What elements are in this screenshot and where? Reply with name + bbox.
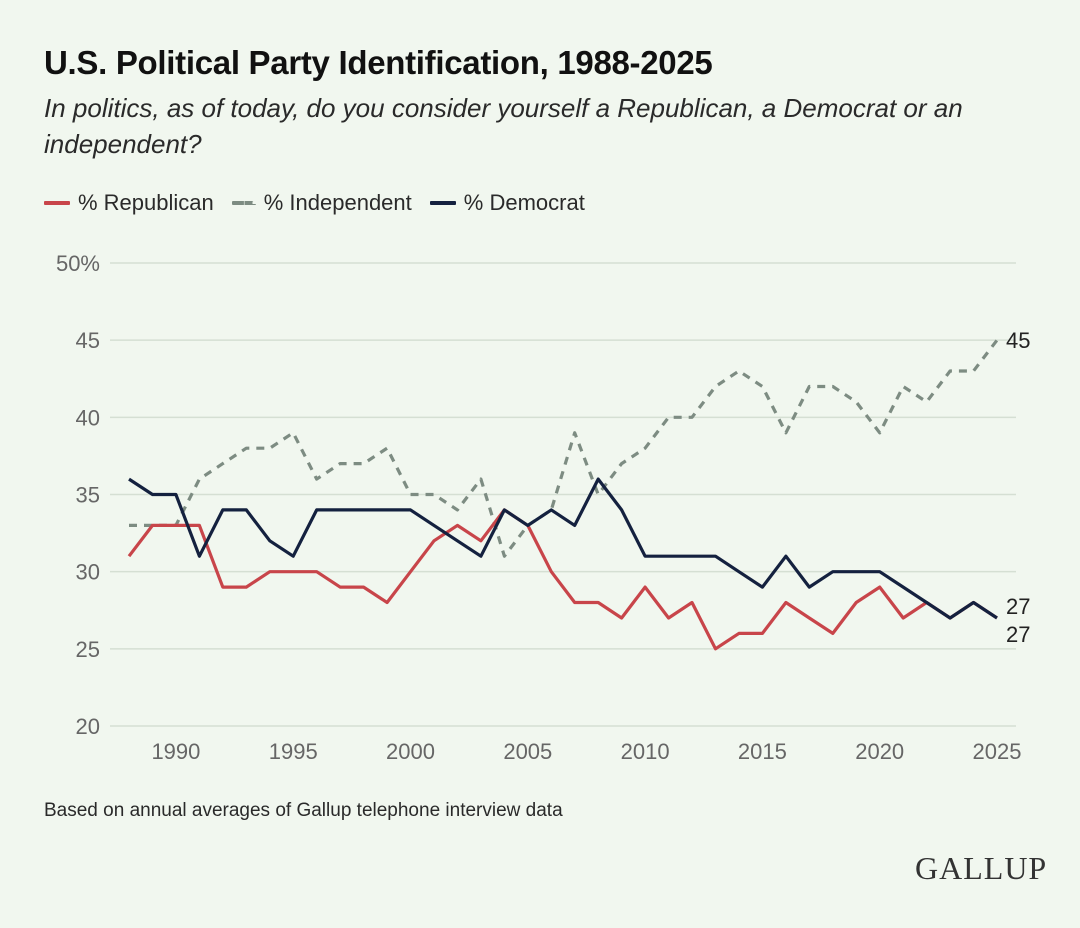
x-tick-label: 2000: [386, 739, 435, 764]
end-label-democrat: 27: [1006, 594, 1030, 619]
x-tick-label: 1995: [269, 739, 318, 764]
x-tick-label: 2025: [973, 739, 1022, 764]
legend: % Republican % Independent % Democrat: [44, 190, 603, 216]
x-tick-label: 2015: [738, 739, 787, 764]
y-tick-label: 50%: [56, 251, 100, 276]
legend-item-republican: % Republican: [44, 190, 214, 216]
y-tick-label: 45: [76, 328, 100, 353]
legend-swatch-democrat: [429, 201, 456, 205]
footnote: Based on annual averages of Gallup telep…: [44, 800, 563, 821]
legend-label-republican: % Republican: [78, 190, 214, 215]
gallup-logo: GALLUP: [915, 850, 1048, 886]
legend-label-democrat: % Democrat: [463, 190, 585, 215]
x-tick-label: 2020: [855, 739, 904, 764]
x-tick-label: 2005: [503, 739, 552, 764]
y-tick-label: 20: [76, 714, 100, 739]
y-tick-label: 40: [76, 405, 100, 430]
y-tick-label: 25: [76, 637, 100, 662]
chart-subtitle: In politics, as of today, do you conside…: [44, 93, 963, 159]
end-label-republican: 27: [1006, 622, 1030, 647]
x-tick-label: 1990: [151, 739, 200, 764]
legend-item-independent: % Independent: [231, 190, 412, 216]
end-label-independent: 45: [1006, 328, 1030, 353]
series-line-independent: [129, 339, 999, 558]
y-tick-label: 35: [76, 483, 100, 508]
legend-swatch-republican: [44, 201, 70, 205]
y-tick-label: 30: [76, 560, 100, 585]
series-line-democrat: [128, 477, 998, 620]
legend-label-independent: % Independent: [263, 190, 412, 215]
legend-swatch-independent: [231, 201, 256, 205]
legend-item-democrat: % Democrat: [429, 190, 585, 216]
x-tick-label: 2010: [621, 739, 670, 764]
series-line-republican: [127, 508, 998, 651]
chart-title: U.S. Political Party Identification, 198…: [44, 44, 713, 81]
